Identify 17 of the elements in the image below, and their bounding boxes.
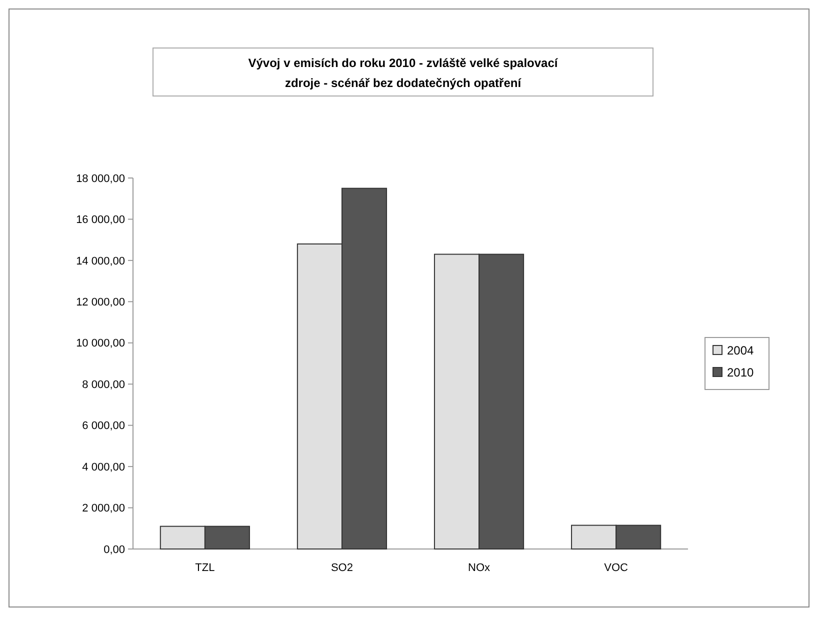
y-tick-label: 2 000,00: [82, 502, 125, 515]
y-tick-label: 10 000,00: [76, 338, 125, 350]
x-tick-label: TZL: [195, 562, 215, 574]
x-tick-label: SO2: [330, 562, 353, 574]
y-tick-label: 4 000,00: [82, 461, 125, 474]
y-tick-label: 12 000,00: [76, 296, 125, 309]
chart-title: Vývoj v emisích do roku 2010 - zvláště velké spalovací zdroje - scénář bez dodatečných opatření: [248, 56, 558, 90]
y-tick-label: 14 000,00: [76, 255, 125, 268]
y-tick-label: 8 000,00: [82, 378, 125, 391]
x-tick-label: NOx: [468, 562, 491, 574]
y-tick-label: 16 000,00: [76, 214, 125, 226]
y-tick-label: 18 000,00: [76, 172, 125, 185]
legend-label: 2004: [727, 344, 754, 358]
legend-label: 2010: [727, 366, 754, 380]
y-tick-label: 0,00: [104, 544, 125, 556]
x-tick-label: VOC: [604, 562, 628, 574]
y-tick-label: 6 000,00: [82, 420, 125, 432]
